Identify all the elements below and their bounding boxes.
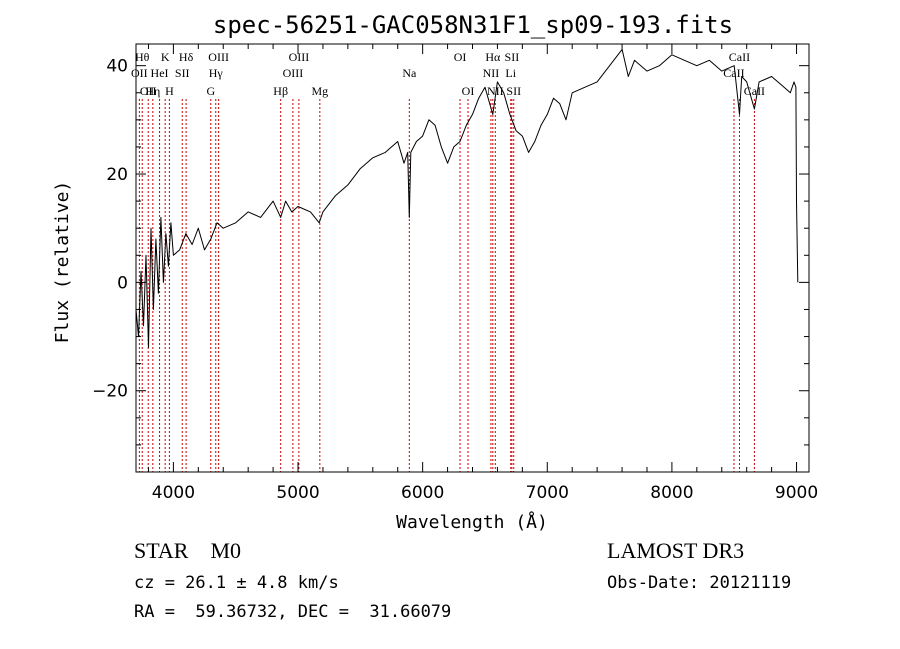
coordinates-text: RA = 59.36732, DEC = 31.66079 <box>134 602 452 622</box>
redshift-text: cz = 26.1 ± 4.8 km/s <box>134 573 339 593</box>
line-marker-label: Li <box>505 66 516 80</box>
line-marker-label: Hα <box>485 50 501 64</box>
spectrum-line <box>135 48 799 348</box>
line-marker-label: Hγ <box>209 66 224 80</box>
line-marker-label: OIII <box>283 66 304 80</box>
line-marker-label: SII <box>505 50 520 64</box>
line-marker-label: Hη <box>145 84 160 98</box>
chart-title: spec-56251-GAC058N31F1_sp09-193.fits <box>213 11 733 39</box>
y-tick-label: 40 <box>106 57 128 77</box>
object-class: STAR <box>134 538 189 563</box>
y-tick-label: −20 <box>92 382 128 402</box>
line-marker-label: Hβ <box>273 84 288 98</box>
line-marker-label: K <box>161 50 170 64</box>
line-marker-label: HeI <box>151 66 169 80</box>
line-marker-label: SII <box>175 66 190 80</box>
plot-axes: 4000 5000 6000 7000 8000 9000 −20 0 20 40 <box>92 43 818 503</box>
line-marker-label: NII <box>487 84 504 98</box>
observation-date: Obs-Date: 20121119 <box>607 573 792 593</box>
x-tick-label: 8000 <box>650 483 693 503</box>
line-marker-label: NII <box>483 66 500 80</box>
spectrum-series <box>135 48 799 348</box>
y-tick-label: 0 <box>117 273 128 293</box>
line-marker-label: SII <box>506 84 521 98</box>
y-tick-label: 20 <box>106 165 128 185</box>
line-marker-label: OI <box>462 84 475 98</box>
line-marker-label: OII <box>140 84 157 98</box>
x-tick-label: 9000 <box>775 483 818 503</box>
x-axis-label: Wavelength (Å) <box>396 511 548 533</box>
line-marker-label: CaII <box>744 84 765 98</box>
object-classification: STAR M0 <box>134 538 241 564</box>
spectral-subclass: M0 <box>210 538 242 563</box>
x-tick-label: 4000 <box>152 483 195 503</box>
line-marker-label: OI <box>454 50 467 64</box>
y-axis-label: Flux (relative) <box>52 181 73 344</box>
line-marker-label: G <box>206 84 215 98</box>
emission-line-markers: OIIHθOIIHηHeIKHSIIHδGHγOIIIHβOIIIOIIIMgN… <box>131 50 765 472</box>
line-marker-label: CaII <box>723 66 744 80</box>
x-tick-label: 7000 <box>526 483 569 503</box>
line-marker-label: CaII <box>729 50 750 64</box>
line-marker-label: OII <box>131 66 148 80</box>
line-marker-label: OIII <box>289 50 310 64</box>
x-tick-label: 6000 <box>401 483 444 503</box>
survey-name: LAMOST DR3 <box>607 538 745 563</box>
x-tick-label: 5000 <box>276 483 319 503</box>
line-marker-label: H <box>165 84 174 98</box>
line-marker-label: Hδ <box>179 50 194 64</box>
line-marker-label: Hθ <box>135 50 150 64</box>
plot-frame <box>135 43 810 473</box>
line-marker-label: OIII <box>208 50 229 64</box>
line-marker-label: Na <box>402 66 417 80</box>
line-marker-label: Mg <box>311 84 328 98</box>
